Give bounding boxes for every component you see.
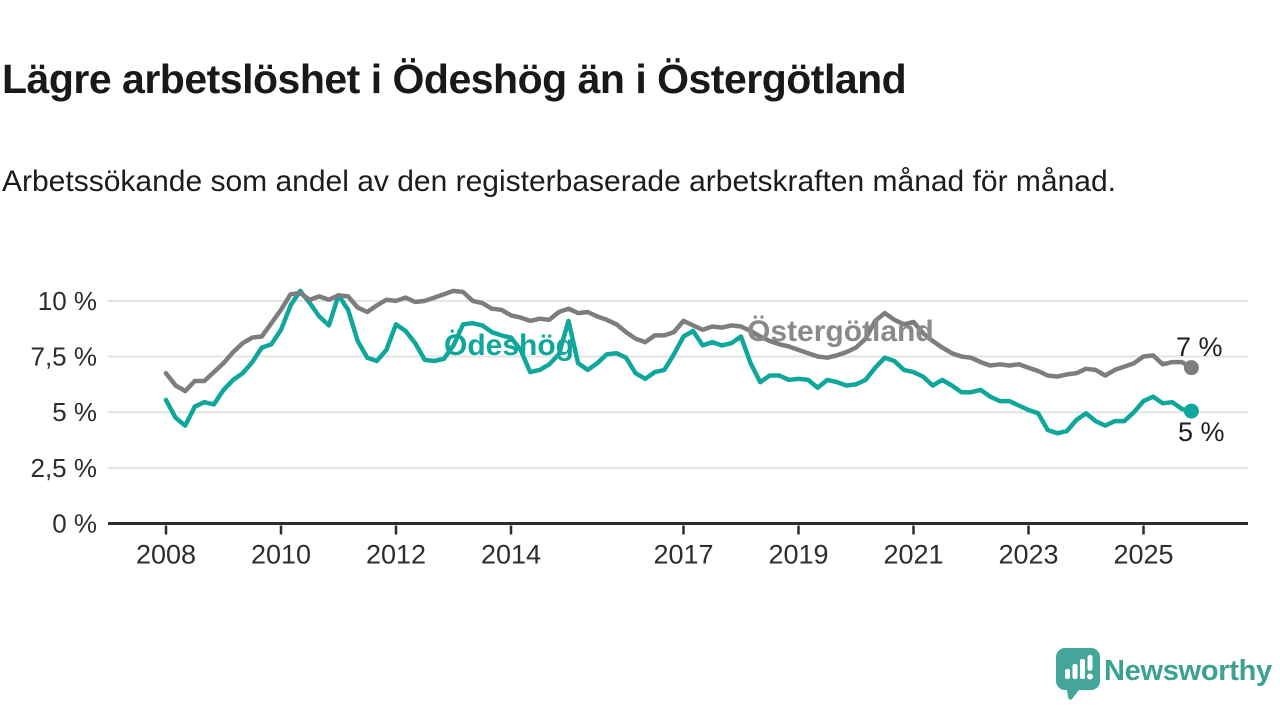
x-axis-tick-label: 2014 — [481, 540, 541, 570]
y-axis-tick-label: 7,5 % — [31, 342, 98, 372]
x-axis-tick-label: 2023 — [998, 540, 1058, 570]
series-label-ostergotland: Östergötland — [747, 315, 934, 348]
unemployment-line-chart: 0 % 2,5 % 5 % 7,5 % 10 % 2008 2010 2012 2014 2017… — [31, 286, 1248, 570]
x-axis-tick-label: 2019 — [768, 540, 828, 570]
x-axis-tick-label: 2021 — [883, 540, 943, 570]
x-axis-tick-label: 2008 — [136, 540, 196, 570]
chart-subtitle: Arbetssökande som andel av den registerb… — [2, 165, 1116, 198]
newsworthy-bubble-bar-chart-icon — [1056, 648, 1100, 700]
y-axis-tick-label: 10 % — [38, 286, 97, 316]
y-axis-tick-label: 0 % — [52, 509, 97, 539]
end-value-label-ostergotland: 7 % — [1176, 332, 1223, 362]
y-axis-tick-label: 2,5 % — [31, 453, 98, 483]
x-axis-tick-label: 2025 — [1113, 540, 1173, 570]
end-point-dot-östergötland — [1183, 360, 1199, 376]
y-axis-tick-label: 5 % — [52, 397, 97, 427]
newsworthy-logo: Newsworthy — [1055, 647, 1279, 703]
page-title: Lägre arbetslöshet i Ödeshög än i Österg… — [2, 56, 907, 103]
x-axis-tick-label: 2012 — [366, 540, 426, 570]
x-axis-tick-label: 2017 — [653, 540, 713, 570]
line-series-ödeshög — [163, 288, 1194, 436]
x-axis-tick-label: 2010 — [251, 540, 311, 570]
series-label-odeshog: Ödeshög — [444, 329, 575, 362]
line-series-östergötland — [163, 288, 1194, 394]
end-value-label-odeshog: 5 % — [1178, 417, 1225, 447]
end-point-dot-ödeshög — [1183, 403, 1199, 419]
newsworthy-logo-text: Newsworthy — [1104, 655, 1272, 687]
